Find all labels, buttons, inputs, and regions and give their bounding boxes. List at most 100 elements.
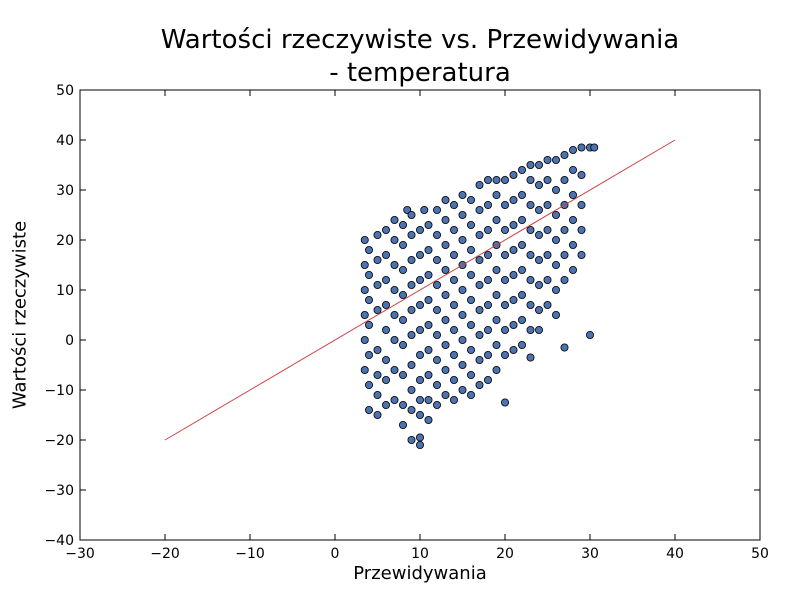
scatter-point — [390, 260, 399, 269]
scatter-point — [424, 395, 433, 404]
scatter-point — [458, 360, 467, 369]
y-tick-label: 40 — [56, 133, 74, 149]
scatter-point — [441, 315, 450, 324]
scatter-point — [577, 200, 586, 209]
x-tick-label: −20 — [150, 546, 180, 562]
scatter-point — [509, 220, 518, 229]
scatter-point — [424, 270, 433, 279]
scatter-point — [535, 280, 544, 289]
scatter-point — [518, 215, 527, 224]
scatter-point — [424, 345, 433, 354]
scatter-point — [492, 175, 501, 184]
scatter-point — [483, 175, 492, 184]
scatter-point — [441, 340, 450, 349]
scatter-point — [466, 295, 475, 304]
scatter-point — [509, 295, 518, 304]
scatter-point — [543, 225, 552, 234]
scatter-point — [569, 215, 578, 224]
scatter-point — [432, 305, 441, 314]
scatter-point — [483, 200, 492, 209]
scatter-point — [415, 350, 424, 359]
y-tick-label: −40 — [44, 533, 74, 549]
scatter-point — [577, 250, 586, 259]
scatter-point — [552, 310, 561, 319]
scatter-point — [441, 265, 450, 274]
scatter-point — [569, 190, 578, 199]
scatter-point — [415, 375, 424, 384]
scatter-point — [364, 380, 373, 389]
scatter-point — [535, 325, 544, 334]
scatter-point — [381, 375, 390, 384]
y-tick-label: −30 — [44, 483, 74, 499]
scatter-point — [535, 305, 544, 314]
scatter-point — [381, 325, 390, 334]
scatter-point — [475, 380, 484, 389]
scatter-point — [535, 255, 544, 264]
chart-title-line-2: - temperatura — [329, 58, 511, 88]
scatter-point — [492, 290, 501, 299]
scatter-point — [560, 150, 569, 159]
scatter-point — [560, 225, 569, 234]
scatter-point — [492, 215, 501, 224]
scatter-point — [441, 215, 450, 224]
scatter-point — [458, 385, 467, 394]
scatter-point — [390, 215, 399, 224]
scatter-point — [552, 185, 561, 194]
scatter-point — [432, 230, 441, 239]
scatter-point — [492, 265, 501, 274]
scatter-point — [518, 240, 527, 249]
y-tick-label: −10 — [44, 383, 74, 399]
scatter-point — [458, 210, 467, 219]
plot-area-frame — [79, 89, 761, 541]
scatter-point — [458, 335, 467, 344]
scatter-point — [441, 290, 450, 299]
y-tick-label: 10 — [56, 283, 74, 299]
scatter-point — [373, 280, 382, 289]
scatter-point — [441, 240, 450, 249]
scatter-point — [526, 325, 535, 334]
scatter-point — [586, 330, 595, 339]
scatter-point — [483, 325, 492, 334]
x-tick-label: 10 — [411, 546, 429, 562]
scatter-point — [535, 160, 544, 169]
scatter-point — [526, 175, 535, 184]
scatter-point — [398, 315, 407, 324]
scatter-point — [475, 305, 484, 314]
scatter-point — [424, 320, 433, 329]
scatter-point — [500, 200, 509, 209]
scatter-point — [407, 280, 416, 289]
scatter-point — [526, 300, 535, 309]
scatter-point — [398, 240, 407, 249]
scatter-point — [364, 350, 373, 359]
scatter-point — [500, 325, 509, 334]
scatter-point — [569, 165, 578, 174]
scatter-point — [466, 245, 475, 254]
scatter-point — [458, 235, 467, 244]
scatter-point — [458, 190, 467, 199]
scatter-point — [398, 420, 407, 429]
scatter-point — [483, 350, 492, 359]
scatter-point — [398, 370, 407, 379]
x-tick-label: −10 — [235, 546, 265, 562]
scatter-point — [360, 235, 369, 244]
scatter-point — [449, 300, 458, 309]
scatter-point — [577, 225, 586, 234]
scatter-point — [407, 330, 416, 339]
scatter-point — [449, 395, 458, 404]
scatter-point — [364, 295, 373, 304]
scatter-point — [500, 175, 509, 184]
scatter-point — [475, 355, 484, 364]
scatter-point — [466, 270, 475, 279]
scatter-point — [381, 355, 390, 364]
scatter-point — [381, 275, 390, 284]
scatter-point — [364, 405, 373, 414]
scatter-point — [458, 285, 467, 294]
scatter-point — [449, 350, 458, 359]
scatter-point — [415, 250, 424, 259]
scatter-point — [535, 230, 544, 239]
scatter-point — [466, 195, 475, 204]
scatter-point — [407, 435, 416, 444]
scatter-point — [518, 265, 527, 274]
scatter-point — [552, 155, 561, 164]
